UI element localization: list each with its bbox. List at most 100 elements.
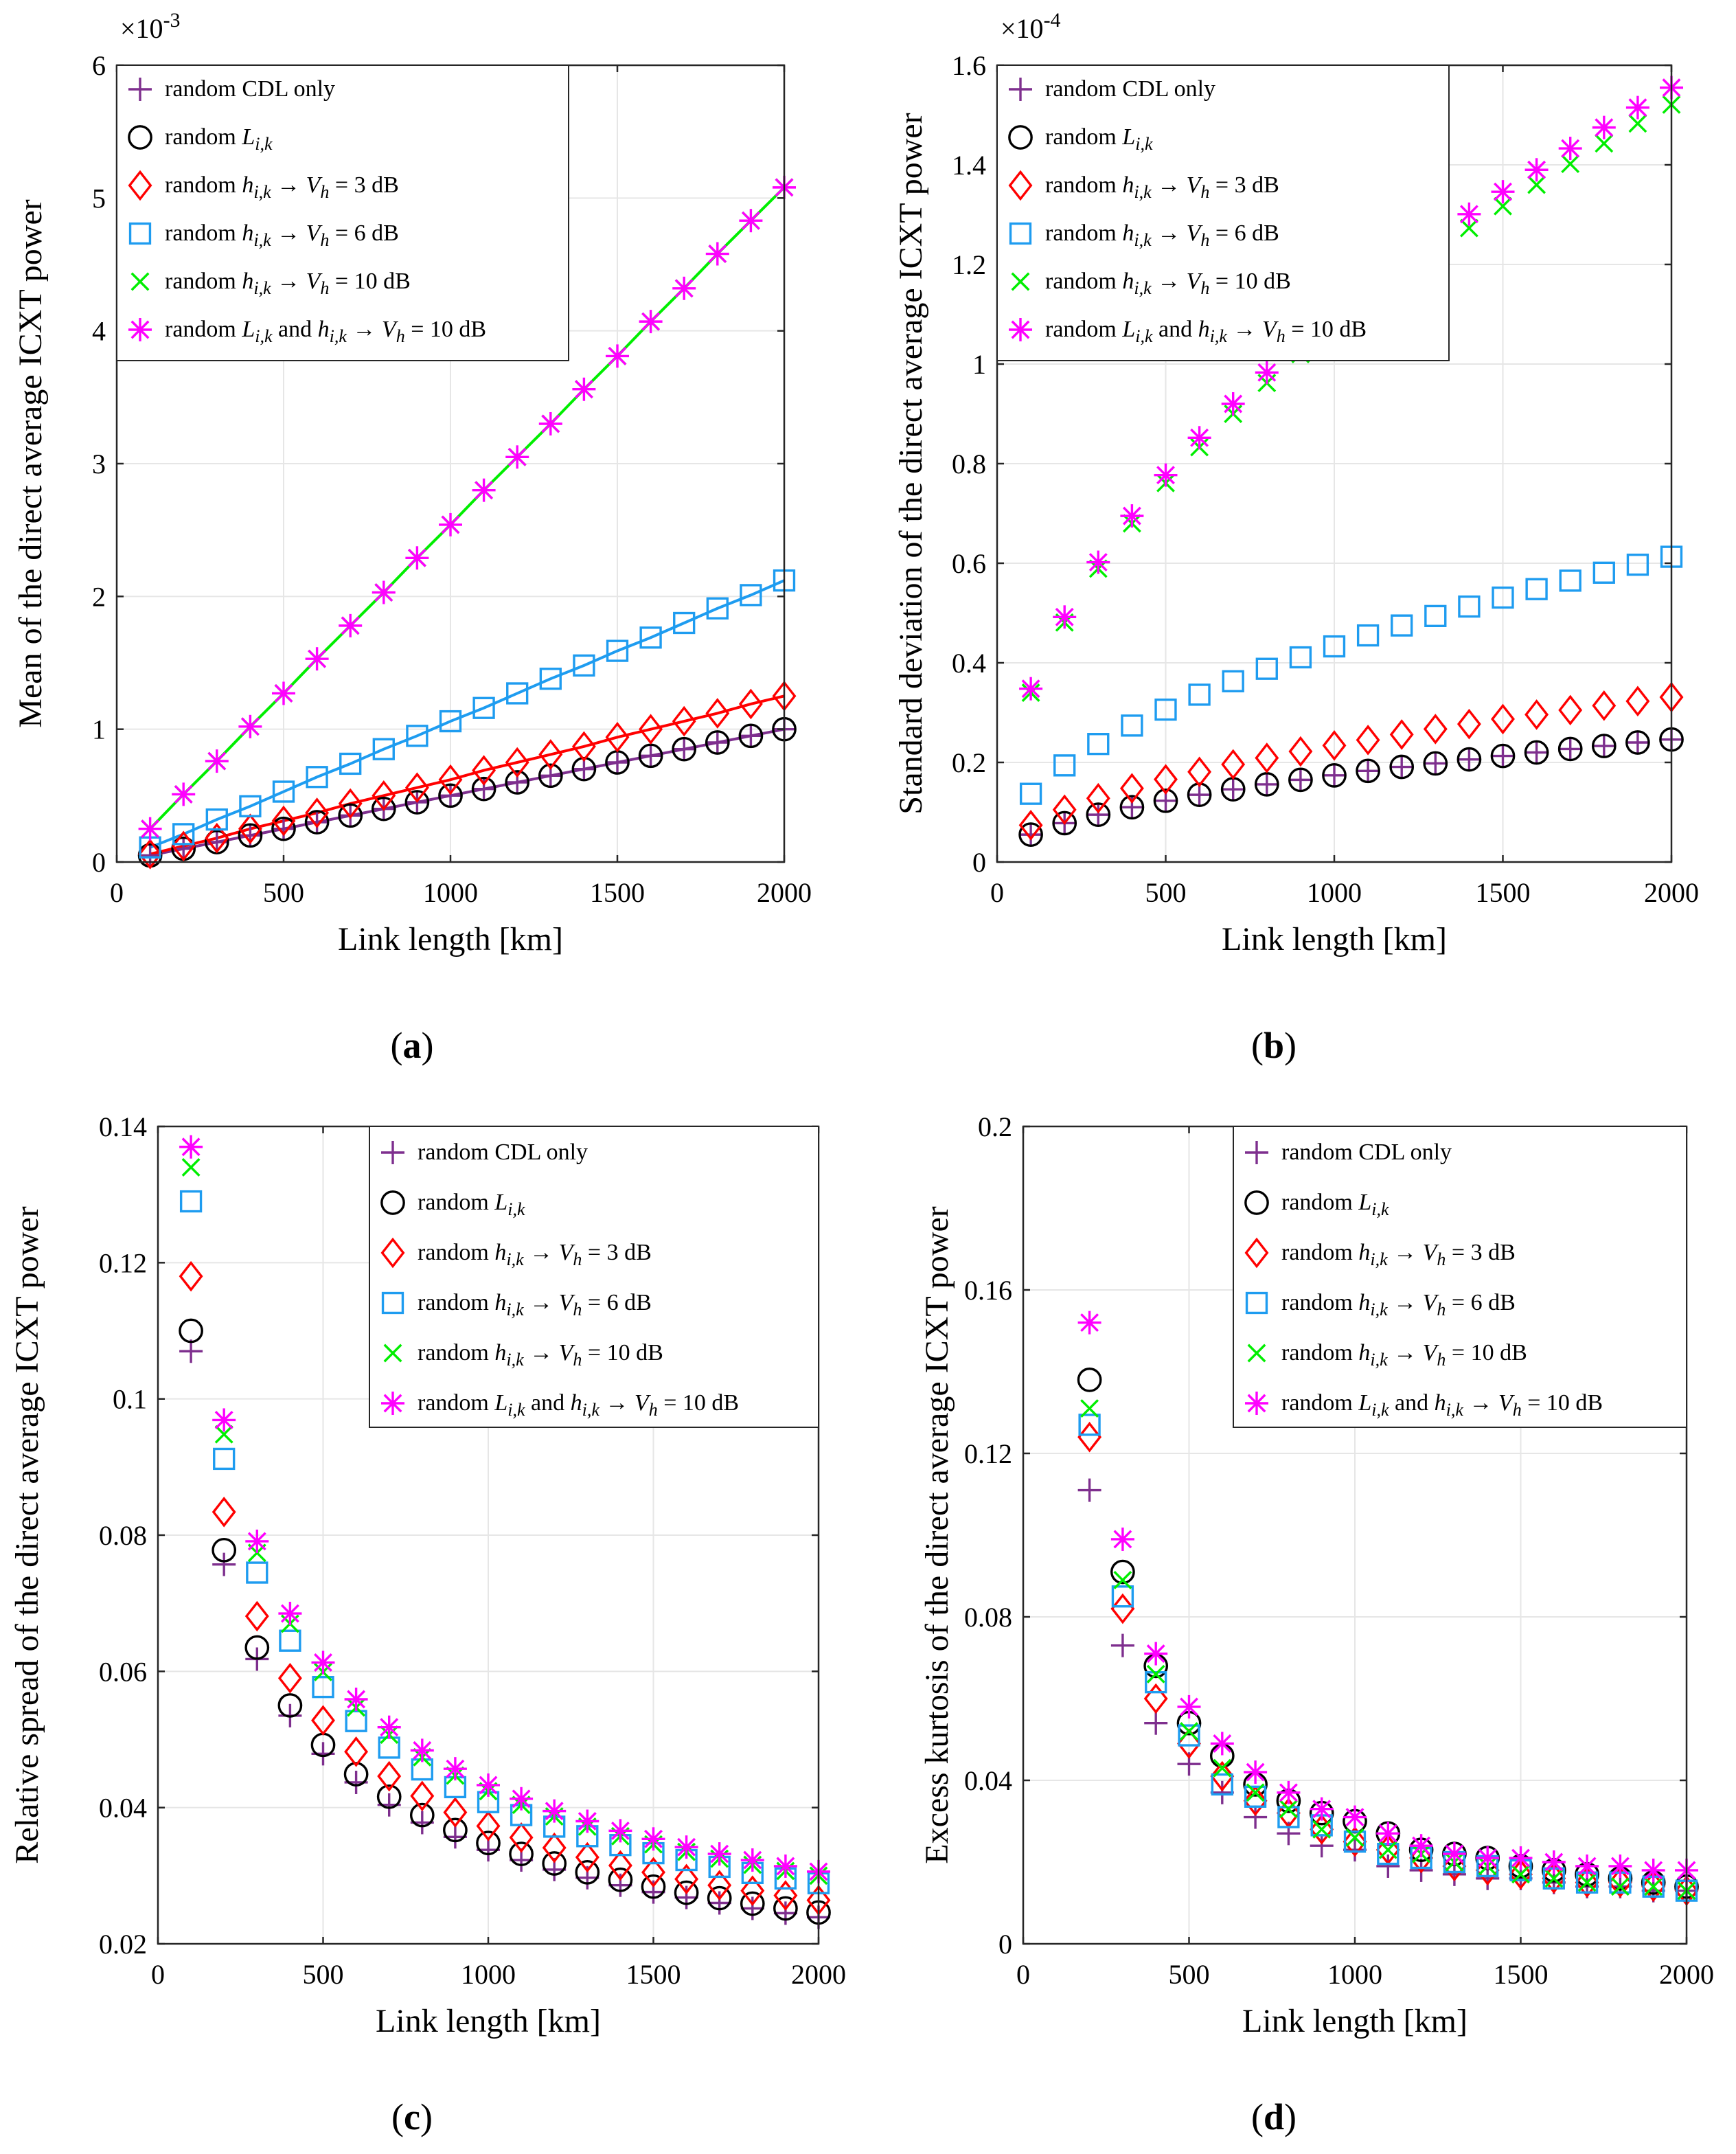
data-point-Lh10 <box>1641 1858 1665 1882</box>
data-point-h3 <box>773 1880 798 1911</box>
legend-label-Lh10: random Li,k and hi,k → Vh = 10 dB <box>165 317 486 346</box>
data-point-h6 <box>740 584 762 606</box>
legend-text-part: random <box>1281 1190 1358 1215</box>
data-point-cdl <box>1442 1862 1466 1886</box>
legend-text-part: → <box>1388 1290 1423 1315</box>
data-point-Lh10 <box>205 749 229 773</box>
y-tick-label: 0 <box>972 847 986 878</box>
data-point-h6 <box>246 1561 269 1584</box>
data-point-h3 <box>1143 1683 1168 1714</box>
legend-marker-Lh10 <box>1009 318 1032 341</box>
caption-open-paren: ( <box>391 1025 403 1066</box>
legend-text-part: h <box>494 1240 506 1265</box>
data-point-h6 <box>179 1190 203 1213</box>
data-point-Lh10 <box>773 1854 797 1878</box>
legend-text-part: h <box>494 1290 506 1315</box>
y-tick-label: 1.6 <box>952 50 986 81</box>
data-point-h6 <box>312 1675 334 1699</box>
data-point-Lh10 <box>572 377 596 401</box>
legend-text-part: = 3 dB <box>582 1240 651 1265</box>
legend-text-part: → <box>599 1390 635 1416</box>
x-tick-label: 500 <box>303 1959 344 1990</box>
data-point-h6 <box>1255 657 1278 680</box>
data-point-h3 <box>1542 1863 1566 1894</box>
x-tick-label: 0 <box>1016 1959 1030 1990</box>
data-point-Lh10 <box>1120 504 1144 528</box>
data-point-Lh10 <box>1343 1805 1367 1829</box>
legend-text-part: = 10 dB <box>1446 1340 1527 1365</box>
x-tick-label: 2000 <box>1644 877 1699 908</box>
data-point-Lh10 <box>410 1738 434 1762</box>
data-point-h3 <box>338 788 363 819</box>
data-point-h3 <box>1052 794 1077 826</box>
data-point-Lh10 <box>1442 1842 1466 1866</box>
data-point-h3 <box>1086 782 1110 814</box>
data-point-cdl <box>1019 823 1043 847</box>
data-point-Lh10 <box>1077 1311 1101 1335</box>
data-point-cdl <box>1390 755 1414 779</box>
legend-marker-cdl <box>128 78 152 101</box>
data-point-L <box>1457 747 1482 772</box>
y-tick-label: 5 <box>92 183 106 214</box>
caption-close-paren: ) <box>1284 2096 1297 2138</box>
legend-text-part: → <box>347 317 382 342</box>
data-point-cdl <box>1524 740 1549 764</box>
data-point-h3 <box>277 1662 302 1694</box>
data-point-h3 <box>1077 1421 1102 1453</box>
x-tick-label: 500 <box>1169 1959 1210 1990</box>
legend-text-part: i,k <box>1135 326 1153 346</box>
data-point-L <box>1153 788 1178 813</box>
legend-text-part: L <box>1358 1190 1371 1215</box>
legend-text-part: h <box>1122 220 1134 246</box>
legend-label-h6: random hi,k → Vh = 6 dB <box>165 220 399 250</box>
data-point-cdl <box>1343 1838 1367 1862</box>
data-point-cdl <box>138 843 162 868</box>
data-point-Lh10 <box>1558 137 1582 161</box>
legend-marker-L <box>1244 1190 1269 1215</box>
data-point-h6 <box>706 597 729 620</box>
data-point-L <box>338 803 363 828</box>
data-point-h10 <box>1246 1783 1265 1802</box>
legend-text-part: h <box>1200 182 1209 202</box>
y-tick-label: 0.04 <box>99 1793 147 1824</box>
legend-text-part: = 3 dB <box>1209 172 1279 198</box>
data-point-cdl <box>1210 1780 1234 1804</box>
legend-box <box>996 65 1450 361</box>
data-point-h10 <box>1378 1840 1397 1859</box>
legend-box <box>1233 1126 1687 1428</box>
data-point-Lh10 <box>1608 1854 1632 1878</box>
x-tick-label: 2000 <box>1659 1959 1714 1990</box>
legend-label-L: random Li,k <box>165 124 273 154</box>
data-point-Lh10 <box>272 681 295 705</box>
data-point-h10 <box>1527 175 1546 194</box>
data-point-Lh10 <box>172 782 196 806</box>
data-point-h10 <box>1146 1664 1165 1683</box>
data-point-h6 <box>1424 604 1447 628</box>
data-point-h6 <box>279 1629 301 1652</box>
legend-label-Lh10: random Li,k and hi,k → Vh = 10 dB <box>1281 1390 1603 1420</box>
x-tick-label: 1000 <box>423 877 478 908</box>
series-Lh10 <box>1077 1311 1698 1882</box>
legend-text-part: and <box>1389 1390 1435 1416</box>
subfigure-caption: (b) <box>1251 1025 1297 1066</box>
data-point-h6 <box>239 795 262 817</box>
subfigure-caption: (a) <box>391 1025 434 1066</box>
data-point-h3 <box>1119 773 1144 804</box>
series-h3 <box>138 681 797 870</box>
data-point-L <box>773 1896 798 1921</box>
data-point-Lh10 <box>1592 115 1616 139</box>
data-point-L <box>343 1762 369 1787</box>
data-point-cdl <box>707 1891 731 1915</box>
data-point-cdl <box>1625 731 1649 754</box>
panel-b: 0 500 1000 1500 2000 0 0.2 0.4 0.6 0.8 1 1.2 1.4 1.6 ×… <box>893 9 1699 1067</box>
data-point-h6 <box>1111 1585 1134 1608</box>
legend-text-part: → <box>271 172 306 198</box>
y-tick-label: 0.16 <box>964 1275 1012 1306</box>
series-h3 <box>179 1260 831 1916</box>
data-point-h3 <box>1457 708 1481 740</box>
y-tick-label: 0.4 <box>952 648 986 679</box>
data-point-Lh10 <box>443 1757 467 1781</box>
data-point-L <box>1625 730 1650 755</box>
data-point-h3 <box>1389 719 1414 750</box>
